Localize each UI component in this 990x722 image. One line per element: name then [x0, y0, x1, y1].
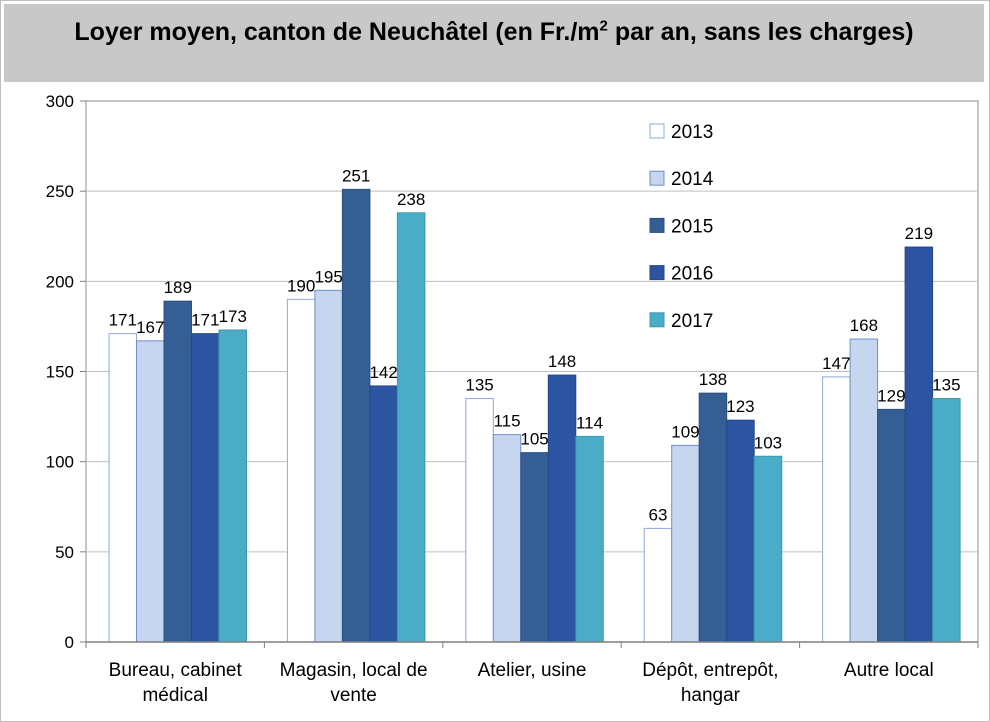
bar: [136, 340, 165, 643]
data-label: 142: [369, 363, 397, 382]
legend-label: 2017: [671, 311, 713, 332]
data-label: 190: [287, 276, 315, 295]
legend-swatch: [649, 170, 665, 186]
bar: [108, 333, 137, 643]
category-label: Autre local: [844, 660, 934, 681]
legend: 2013 2014 2015 2016 2017: [649, 122, 714, 332]
category-label: Bureau, cabinet médical: [109, 660, 243, 706]
data-label: 109: [671, 422, 699, 441]
category-label: Dépôt, entrepôt, hangar: [642, 660, 778, 706]
y-tick-label: 150: [46, 363, 74, 382]
bar: [520, 452, 549, 643]
y-tick-label: 200: [46, 272, 74, 291]
data-label: 195: [314, 267, 342, 286]
bar: [726, 419, 755, 643]
bar: [932, 398, 961, 643]
data-label: 114: [576, 413, 603, 432]
y-tick-label: 50: [55, 543, 74, 562]
legend-label: 2015: [671, 216, 713, 237]
data-label: 168: [850, 316, 878, 335]
data-label: 238: [397, 190, 425, 209]
bar: [465, 398, 494, 643]
bar: [369, 385, 398, 643]
bar: [341, 188, 371, 643]
bars: [108, 188, 961, 643]
data-label: 129: [877, 386, 905, 405]
data-label: 63: [648, 505, 667, 524]
data-label: 189: [164, 278, 192, 297]
legend-swatch: [649, 265, 665, 281]
bar: [314, 289, 343, 643]
data-label: 251: [342, 166, 370, 185]
bar: [849, 338, 879, 643]
bar: [396, 212, 426, 643]
bar: [877, 408, 906, 643]
data-label: 135: [932, 376, 960, 395]
bar: [163, 300, 192, 643]
y-tick-label: 100: [46, 453, 74, 472]
category-label: Atelier, usine: [478, 660, 587, 681]
y-tick-label: 300: [46, 92, 74, 111]
y-tick-label: 250: [46, 182, 74, 201]
y-tick-label: 0: [65, 633, 74, 652]
data-label: 219: [905, 224, 933, 243]
bar: [286, 298, 316, 643]
axes: 0 50 100 150 200 250 300 Bureau, cabinet médical…: [46, 92, 979, 706]
bar: [191, 333, 220, 643]
bar: [643, 527, 673, 643]
bar: [575, 435, 604, 643]
bar: [218, 329, 247, 643]
legend-swatch: [649, 123, 665, 139]
data-label: 171: [109, 311, 137, 330]
legend-label: 2016: [671, 264, 713, 285]
data-label: 123: [726, 397, 754, 416]
legend-swatch: [649, 312, 665, 328]
bar: [671, 444, 700, 643]
data-label: 138: [699, 370, 727, 389]
data-label: 148: [548, 352, 576, 371]
data-label: 171: [191, 311, 219, 330]
legend-label: 2013: [671, 122, 713, 143]
bar: [822, 376, 851, 643]
legend-label: 2014: [671, 169, 714, 190]
data-label: 103: [754, 433, 782, 452]
bar: [753, 455, 783, 643]
data-label: 167: [136, 318, 164, 337]
category-label: Magasin, local de vente: [280, 660, 428, 706]
bar: [547, 374, 577, 643]
data-label: 173: [219, 307, 247, 326]
data-label: 147: [822, 354, 850, 373]
chart-title: Loyer moyen, canton de Neuchâtel (en Fr.…: [74, 17, 914, 46]
data-label: 135: [465, 376, 493, 395]
bar: [492, 434, 522, 643]
title-band: Loyer moyen, canton de Neuchâtel (en Fr.…: [4, 4, 984, 82]
bar: [698, 392, 728, 643]
data-label: 115: [493, 412, 520, 431]
data-label: 105: [520, 430, 548, 449]
bar: [904, 246, 934, 643]
legend-swatch: [649, 217, 665, 233]
